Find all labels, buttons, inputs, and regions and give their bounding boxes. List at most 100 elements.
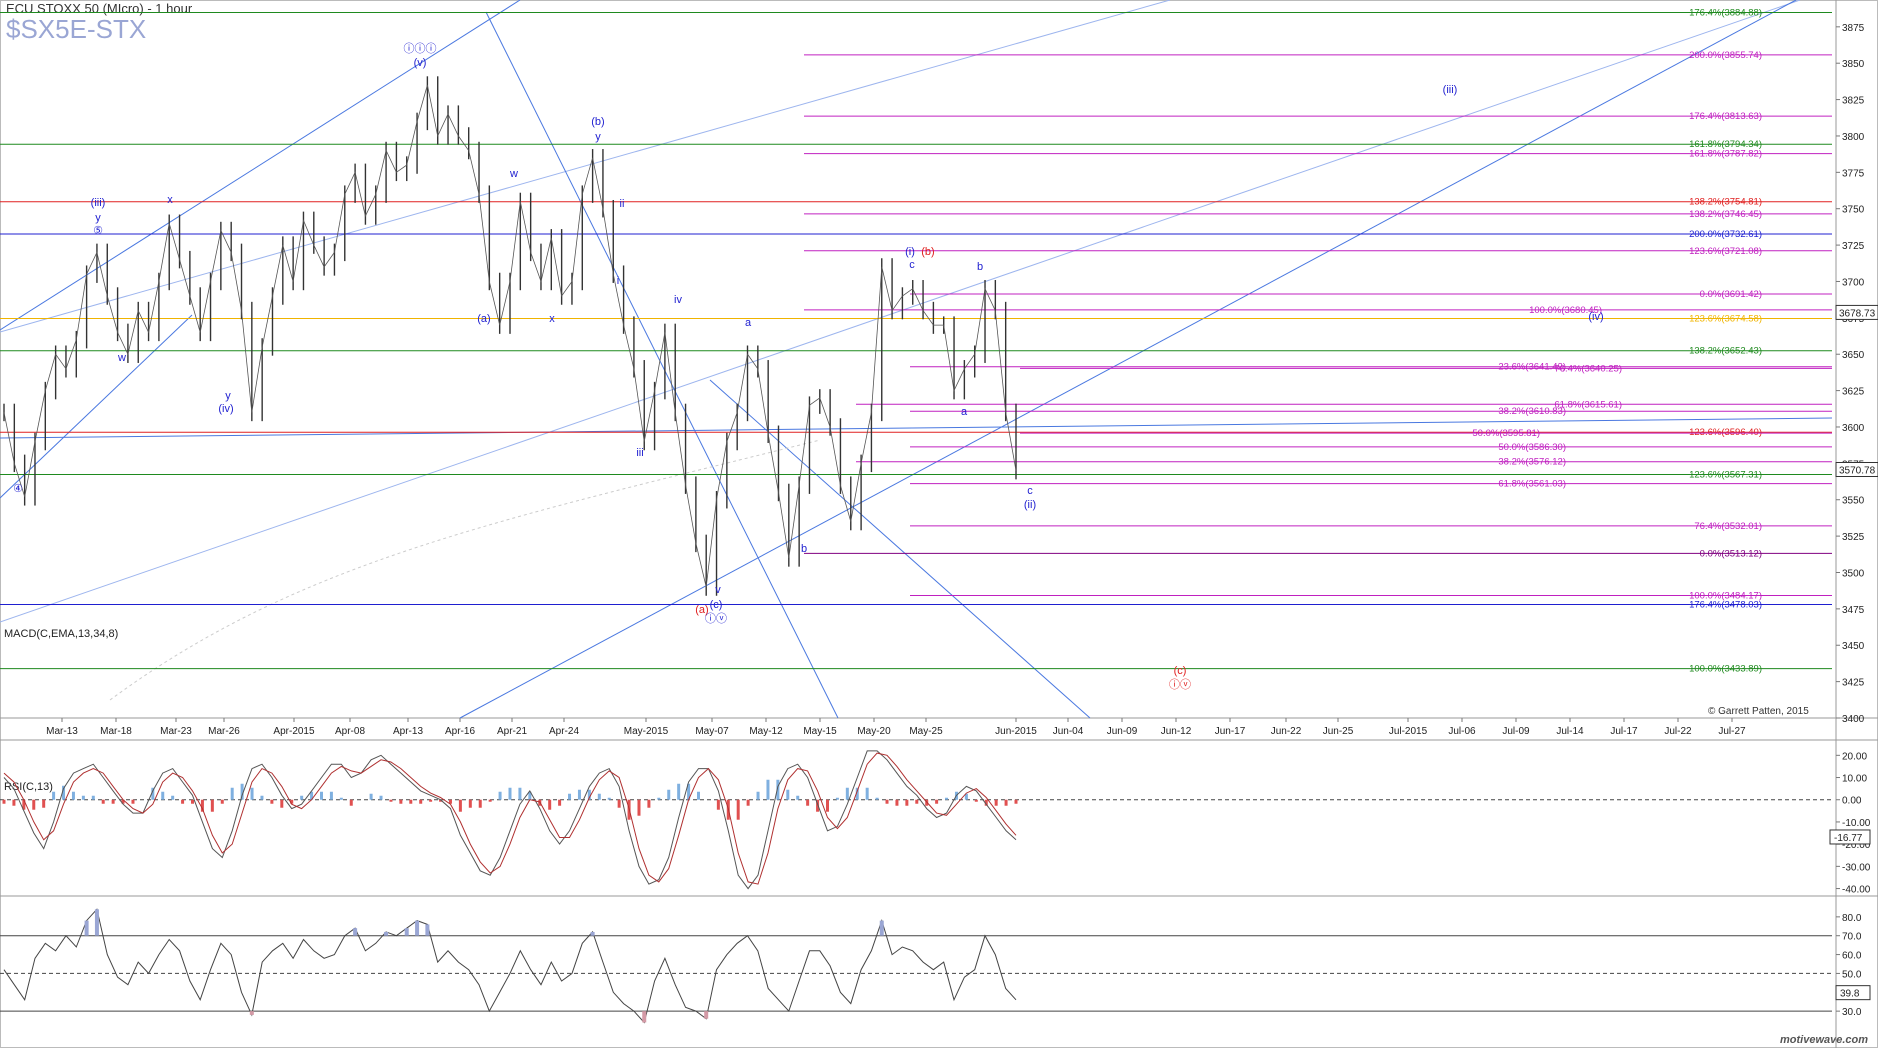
fib-level-label: 123.6%(3721.08): [1689, 246, 1762, 257]
x-tick-label: Jul-06: [1448, 726, 1476, 737]
wave-label: ⓘⓥ: [1169, 678, 1191, 691]
macd-current-label: -16.77: [1834, 833, 1863, 844]
y-tick-label: 3700: [1842, 277, 1865, 288]
channel-line: [459, 0, 1797, 719]
trend-lines: [0, 0, 1833, 719]
wave-label: y: [95, 212, 101, 224]
fib-level-label: 50.0%(3595.81): [1472, 428, 1540, 439]
wave-label: ⓘⓘⓘ: [404, 42, 437, 55]
x-tick-label: Jul-14: [1556, 726, 1584, 737]
y-tick-label: 3750: [1842, 205, 1865, 216]
y-tick-label: 3500: [1842, 568, 1865, 579]
marker-price-tag: [1835, 304, 1878, 320]
fib-level-label: 161.8%(3794.34): [1689, 139, 1762, 150]
x-tick-label: Apr-21: [497, 726, 527, 737]
rsi-y-tick-label: 60.0: [1842, 951, 1862, 962]
wave-label: (c): [710, 599, 723, 611]
fib-level-label: 176.4%(3478.03): [1689, 599, 1762, 610]
wave-label: (c): [1174, 665, 1187, 677]
channel-line: [0, 0, 1171, 333]
rsi-current-tag: [1835, 985, 1871, 1001]
wave-label: (iv): [1588, 311, 1603, 323]
y-tick-label: 3600: [1842, 423, 1865, 434]
wave-label: (iii): [1443, 84, 1458, 96]
x-tick-label: May-2015: [624, 726, 669, 737]
moving-average-curve: [109, 439, 821, 701]
fib-level-label: 138.2%(3652.43): [1689, 346, 1762, 357]
wave-label: w: [509, 168, 518, 180]
wave-label: ④: [13, 483, 23, 495]
x-tick-label: Mar-23: [160, 726, 192, 737]
wave-label: ⓘⓥ: [705, 612, 727, 625]
rsi-panel-title: RSI(C,13): [4, 781, 53, 793]
wave-label: (iv): [218, 403, 233, 415]
macd-current-tag: [1829, 829, 1871, 845]
fib-level-label: 76.4%(3532.01): [1694, 521, 1762, 532]
wave-label: (b): [921, 246, 934, 258]
x-tick-label: Jul-27: [1718, 726, 1746, 737]
rsi-current-label: 39.8: [1840, 989, 1860, 1000]
wave-label: iv: [674, 294, 682, 306]
price-series: [3, 76, 1017, 596]
wave-label: ii: [620, 198, 625, 210]
y-tick-label: 3650: [1842, 350, 1865, 361]
x-tick-label: Apr-2015: [273, 726, 315, 737]
macd-panel-title: MACD(C,EMA,13,34,8): [4, 628, 119, 640]
wave-label: (v): [414, 57, 427, 69]
wave-label: y: [595, 131, 601, 143]
fib-level-label: 200.0%(3855.74): [1689, 50, 1762, 61]
wave-label: ⑤: [93, 225, 103, 237]
y-tick-label: 3625: [1842, 387, 1865, 398]
fib-level-label: 161.8%(3787.82): [1689, 149, 1762, 160]
ticker-symbol: $SX5E-STX: [6, 14, 147, 44]
marker-price-label: 3678.73: [1839, 308, 1876, 319]
rsi-line: [3, 908, 1017, 1024]
wave-label: y: [225, 390, 231, 402]
x-tick-label: Jul-17: [1610, 726, 1638, 737]
x-tick-label: Apr-08: [335, 726, 365, 737]
fib-level-label: 38.2%(3576.12): [1498, 457, 1566, 468]
current-price-label: 3570.78: [1839, 465, 1876, 476]
wave-label: c: [1027, 485, 1033, 497]
x-tick-label: Apr-16: [445, 726, 475, 737]
channel-line: [709, 379, 1091, 719]
wave-label: x: [167, 194, 173, 206]
wave-label: iii: [636, 447, 643, 459]
x-tick-label: Mar-13: [46, 726, 78, 737]
channel-line: [0, 314, 193, 499]
macd-line: [3, 750, 1017, 890]
wave-label: x: [549, 313, 555, 325]
channel-line: [0, 0, 1801, 623]
x-tick-label: Jun-17: [1215, 726, 1246, 737]
x-tick-label: May-20: [857, 726, 891, 737]
channel-line: [0, 0, 521, 331]
fib-level-label: 100.0%(3680.45): [1529, 305, 1602, 316]
wave-label: i: [617, 275, 619, 287]
x-tick-label: May-12: [749, 726, 783, 737]
copyright-credit: © Garrett Patten, 2015: [1708, 706, 1809, 717]
macd-y-tick-label: 10.00: [1842, 774, 1867, 785]
fib-level-label: 138.2%(3754.81): [1689, 197, 1762, 208]
y-tick-label: 3525: [1842, 532, 1865, 543]
macd-panel: 20.00 10.00 0.00 -10.00 -20.00 -30.00 -40.00 -1…: [0, 750, 1871, 896]
fib-level-label: 23.6%(3641.42): [1498, 362, 1566, 373]
y-tick-label: 3550: [1842, 496, 1865, 507]
current-price-tag: [1835, 461, 1878, 477]
x-tick-label: Jun-12: [1161, 726, 1192, 737]
fib-level-label: 61.8%(3561.03): [1498, 479, 1566, 490]
rsi-y-tick-label: 50.0: [1842, 969, 1862, 980]
fib-level-label: 176.4%(3884.88): [1689, 7, 1762, 18]
y-tick-label: 3800: [1842, 132, 1865, 143]
x-tick-label: Jul-09: [1502, 726, 1530, 737]
x-tick-label: Jun-2015: [995, 726, 1037, 737]
fib-level-label: 100.0%(3484.17): [1689, 591, 1762, 602]
wave-label: (i): [905, 246, 915, 258]
y-tick-label: 3875: [1842, 23, 1865, 34]
brand-watermark: motivewave.com: [1780, 1034, 1869, 1046]
x-tick-label: May-15: [803, 726, 837, 737]
wave-label: c: [909, 259, 915, 271]
wave-label: a: [745, 317, 752, 329]
x-tick-label: Jul-2015: [1389, 726, 1428, 737]
